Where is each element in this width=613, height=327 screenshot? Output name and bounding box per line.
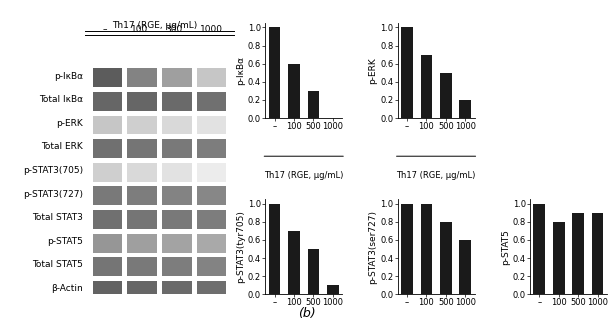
Bar [93,281,123,300]
Text: 100: 100 [131,25,148,34]
Bar [162,115,192,134]
Y-axis label: p-ERK: p-ERK [368,57,378,84]
Bar [533,204,545,294]
Bar [128,257,157,276]
Bar [162,163,192,182]
Bar [197,210,226,229]
Bar [288,231,300,294]
Text: p-ERK: p-ERK [56,119,83,128]
Y-axis label: p-STAT3(ser727): p-STAT3(ser727) [368,210,378,284]
Bar [128,210,157,229]
Bar [93,233,123,252]
Bar [93,257,123,276]
Bar [197,281,226,300]
Text: Total ERK: Total ERK [41,143,83,151]
Y-axis label: p-STAT5: p-STAT5 [501,229,510,265]
Bar [162,186,192,205]
Bar [288,64,300,118]
Bar [162,92,192,111]
Text: 1000: 1000 [200,25,223,34]
Text: p-STAT3(705): p-STAT3(705) [23,166,83,175]
Bar [128,186,157,205]
Bar [268,27,280,118]
Bar [592,213,603,294]
Bar [162,139,192,158]
Bar [128,281,157,300]
Bar [308,91,319,118]
Bar [162,281,192,300]
Bar [197,115,226,134]
Bar [197,92,226,111]
Bar [197,139,226,158]
Bar [197,233,226,252]
Bar [327,285,339,294]
Bar [93,68,123,87]
Bar [459,240,471,294]
Text: Th17 (RGE, μg/mL): Th17 (RGE, μg/mL) [397,171,476,181]
Bar [93,210,123,229]
Bar [440,222,452,294]
Text: Total STAT3: Total STAT3 [32,213,83,222]
Bar [128,163,157,182]
Bar [162,210,192,229]
Text: p-IκBα: p-IκBα [54,72,83,80]
Bar [197,257,226,276]
Bar [401,204,413,294]
Text: Total STAT5: Total STAT5 [32,261,83,269]
Text: Total IκBα: Total IκBα [39,95,83,104]
Bar [197,68,226,87]
Bar [128,233,157,252]
Text: p-STAT5: p-STAT5 [47,237,83,246]
Text: –: – [103,25,107,34]
Bar [197,163,226,182]
Text: β-Actin: β-Actin [51,284,83,293]
Text: Th17 (RGE, μg/mL): Th17 (RGE, μg/mL) [112,21,197,30]
Bar [93,186,123,205]
Bar [128,92,157,111]
Bar [421,204,432,294]
Bar [459,100,471,118]
Bar [421,55,432,118]
Text: Th17 (RGE, μg/mL): Th17 (RGE, μg/mL) [264,171,343,181]
Bar [128,115,157,134]
Text: p-STAT3(727): p-STAT3(727) [23,190,83,198]
Bar [162,257,192,276]
Bar [440,73,452,118]
Text: (b): (b) [298,307,315,320]
Bar [93,139,123,158]
Bar [573,213,584,294]
Bar [553,222,565,294]
Bar [308,249,319,294]
Bar [93,163,123,182]
Bar [197,186,226,205]
Bar [268,204,280,294]
Bar [93,92,123,111]
Text: 300: 300 [166,25,183,34]
Bar [93,115,123,134]
Bar [162,233,192,252]
Bar [128,68,157,87]
Bar [128,139,157,158]
Bar [162,68,192,87]
Y-axis label: p-IκBα: p-IκBα [236,56,245,85]
Bar [401,27,413,118]
Y-axis label: p-STAT3(tyr705): p-STAT3(tyr705) [236,210,245,283]
